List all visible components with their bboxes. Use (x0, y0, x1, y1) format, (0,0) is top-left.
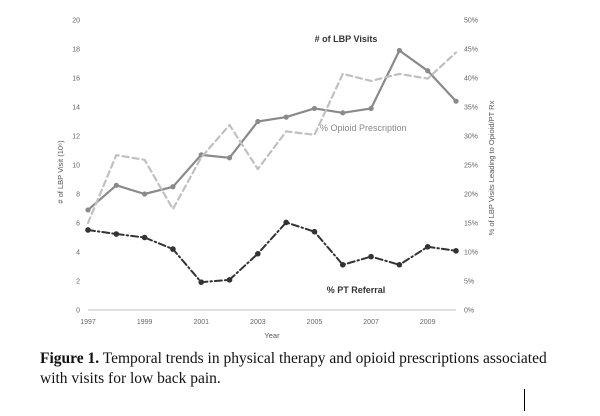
x-tick-label: 2005 (307, 319, 323, 326)
chart-axes: 0 2 4 6 8 10 12 14 16 18 20 0% 5% 10% 15% 20% 25% 30% 35% 4… (72, 18, 478, 327)
text-cursor (524, 389, 525, 411)
data-point-pt-referral (368, 253, 374, 260)
data-point-pt-referral (141, 234, 148, 241)
data-point-pt-referral (396, 261, 403, 268)
data-point-of-lbp-visits (368, 105, 374, 112)
data-point-pt-referral (170, 246, 176, 252)
y2-tick-label: 0% (464, 308, 474, 315)
data-point-of-lbp-visits (226, 155, 233, 161)
annotation-lbp-visits: # of LBP Visits (315, 34, 378, 44)
data-point-of-lbp-visits (255, 118, 261, 125)
series-line-pt-referral (87, 221, 457, 284)
x-tick-label: 1997 (80, 319, 96, 326)
y2-tick-label: 10% (464, 250, 478, 257)
data-point-of-lbp-visits (311, 105, 318, 112)
x-tick-label: 2007 (363, 319, 379, 326)
y-axis-title: # of LBP Visit (10⁶) (56, 140, 65, 204)
data-point-pt-referral (424, 243, 431, 250)
annotation-pt-referral: % PT Referral (327, 285, 386, 295)
figure-label: Figure 1. (40, 350, 100, 367)
y-tick-label: 0 (76, 308, 80, 315)
series-line-of-lbp-visits (86, 49, 458, 211)
caption-text: Temporal trends in physical therapy and … (40, 350, 547, 387)
y2-tick-label: 35% (464, 105, 478, 112)
y-tick-label: 10 (72, 163, 80, 170)
data-point-of-lbp-visits (340, 110, 346, 116)
y2-axis-title: % of LBP Visits Leading to Opioid/PT Rx (487, 100, 496, 235)
data-point-pt-referral (311, 228, 318, 235)
data-point-of-lbp-visits (170, 184, 176, 190)
y-tick-label: 16 (72, 76, 80, 83)
data-point-pt-referral (113, 231, 120, 237)
y-tick-label: 8 (76, 192, 80, 199)
data-point-of-lbp-visits (453, 98, 459, 104)
y-tick-label: 20 (72, 18, 80, 25)
y-tick-label: 12 (72, 134, 80, 141)
line-chart: 0 2 4 6 8 10 12 14 16 18 20 0% 5% 10% 15% 20% 25% 30% 35% 4… (56, 18, 496, 341)
data-point-of-lbp-visits (396, 47, 402, 54)
y2-tick-label: 15% (464, 221, 478, 228)
x-tick-label: 1999 (137, 319, 153, 326)
x-axis-title: Year (264, 331, 280, 340)
data-point-pt-referral (198, 279, 205, 285)
data-point-pt-referral (283, 219, 289, 226)
data-point-pt-referral (226, 277, 233, 283)
data-point-of-lbp-visits (142, 191, 148, 197)
data-point-pt-referral (339, 261, 346, 268)
x-tick-label: 2009 (420, 319, 436, 326)
data-point-of-lbp-visits (283, 114, 289, 120)
y2-tick-label: 25% (464, 163, 478, 170)
y2-tick-label: 50% (464, 18, 478, 25)
x-tick-label: 2001 (193, 319, 209, 326)
chart-labels: # of LBP Visits % Opioid Prescription % … (56, 34, 496, 340)
figure-caption: Figure 1. Temporal trends in physical th… (40, 349, 560, 389)
y-tick-label: 4 (76, 250, 80, 257)
series-line-opioid-prescription (86, 51, 458, 225)
data-point-pt-referral (255, 250, 261, 257)
y2-tick-label: 30% (464, 134, 478, 141)
data-point-pt-referral (85, 227, 91, 233)
series-layer (85, 47, 459, 285)
annotation-opioid-prescription: % Opioid Prescription (320, 123, 407, 133)
data-point-of-lbp-visits (85, 207, 91, 213)
y-tick-label: 14 (72, 105, 80, 112)
data-point-of-lbp-visits (113, 182, 119, 188)
y-tick-label: 18 (72, 47, 80, 54)
data-point-of-lbp-visits (425, 68, 431, 74)
y2-tick-label: 20% (464, 192, 478, 199)
data-point-pt-referral (453, 248, 459, 254)
y-tick-label: 2 (76, 279, 80, 286)
y-tick-label: 6 (76, 221, 80, 228)
y2-tick-label: 5% (464, 279, 474, 286)
x-tick-label: 2003 (250, 319, 266, 326)
y2-tick-label: 40% (464, 76, 478, 83)
y2-tick-label: 45% (464, 47, 478, 54)
